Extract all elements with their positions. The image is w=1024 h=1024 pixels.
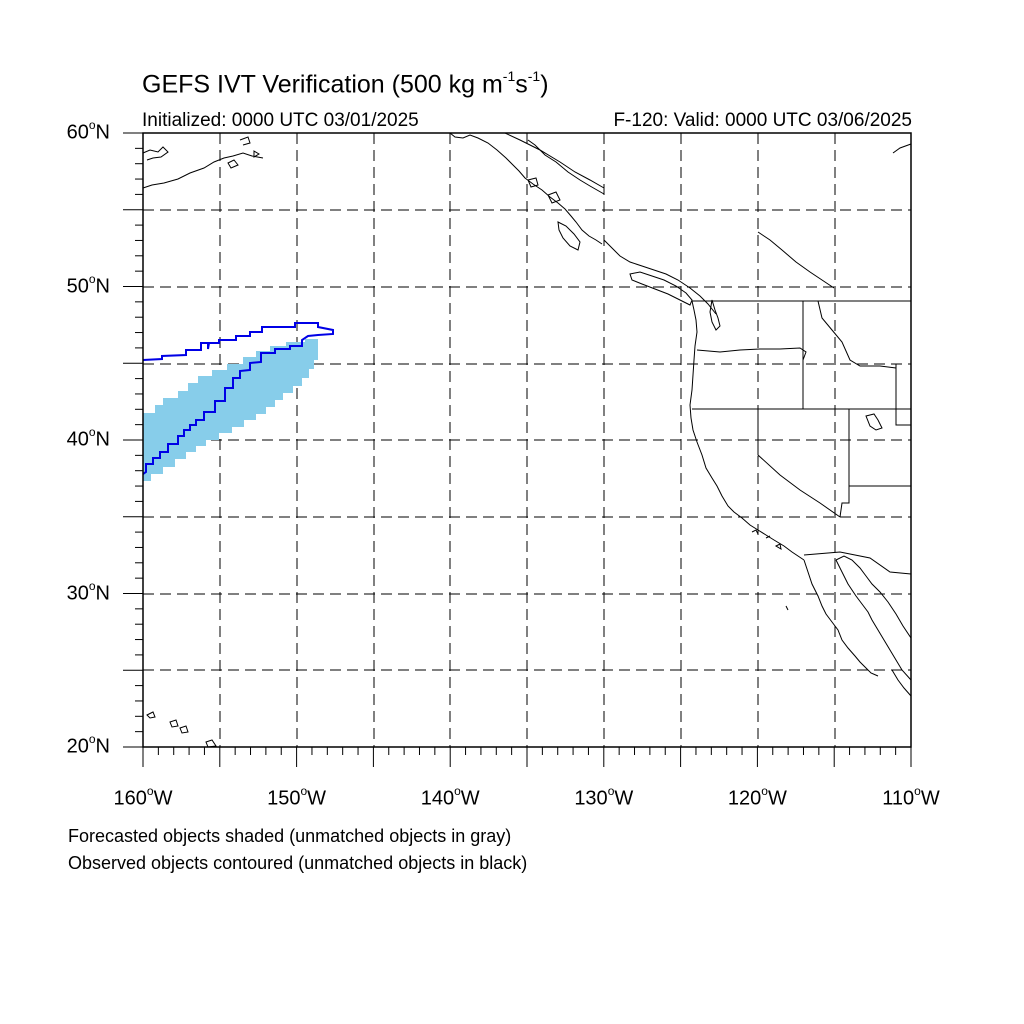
puget-sound (709, 299, 721, 331)
washington-oregon-border (696, 347, 807, 361)
graticule (143, 133, 911, 747)
gulf-of-alaska-coast (449, 132, 605, 245)
idaho-montana-border (817, 300, 897, 369)
alaska-canada-border (527, 139, 605, 195)
lon-label-140: 140oW (420, 784, 480, 810)
lat-label-50: 50oN (66, 271, 110, 298)
lat-label-60: 60oN (66, 118, 110, 144)
california-nevada-border (757, 409, 841, 518)
mexico-border (803, 551, 912, 575)
bc-coast (603, 239, 717, 315)
haida-gwaii (557, 221, 581, 251)
lon-label-150: 150oW (267, 784, 327, 810)
wyoming-border (895, 364, 911, 426)
lon-label-160: 160oW (113, 784, 173, 810)
channel-islands (751, 529, 789, 611)
observed-ivt-contour (142, 322, 334, 475)
hawaii-islands (146, 711, 217, 748)
alberta-river (757, 231, 835, 289)
initialized-time: Initialized: 0000 UTC 03/01/2025 (142, 110, 419, 131)
great-salt-lake (865, 413, 883, 431)
lon-label-120: 120oW (727, 784, 787, 810)
mexico-mainland-coast (835, 555, 912, 697)
vancouver-island (629, 271, 693, 306)
lon-label-130: 130oW (574, 784, 634, 810)
alaska-coast (142, 136, 264, 189)
forecast-valid-time: F-120: Valid: 0000 UTC 03/06/2025 (613, 110, 912, 131)
coastlines-borders (142, 132, 912, 748)
forecast-ivt-object (143, 339, 318, 481)
baja-california (803, 559, 912, 681)
lat-label-30: 30oN (66, 578, 110, 605)
lon-label-110: 110oW (882, 784, 940, 810)
us-west-coast (689, 300, 805, 561)
nevada-arizona-border (839, 409, 850, 518)
lat-label-40: 40oN (66, 425, 110, 451)
map-title: GEFS IVT Verification (500 kg m-1s-1) (142, 68, 549, 99)
footnote-forecast: Forecasted objects shaded (unmatched obj… (68, 826, 512, 846)
footnote-observed: Observed objects contoured (unmatched ob… (68, 853, 528, 873)
axis-ticks (123, 132, 912, 767)
hudson-bay-edge (892, 143, 912, 154)
lat-label-20: 20oN (66, 732, 110, 758)
